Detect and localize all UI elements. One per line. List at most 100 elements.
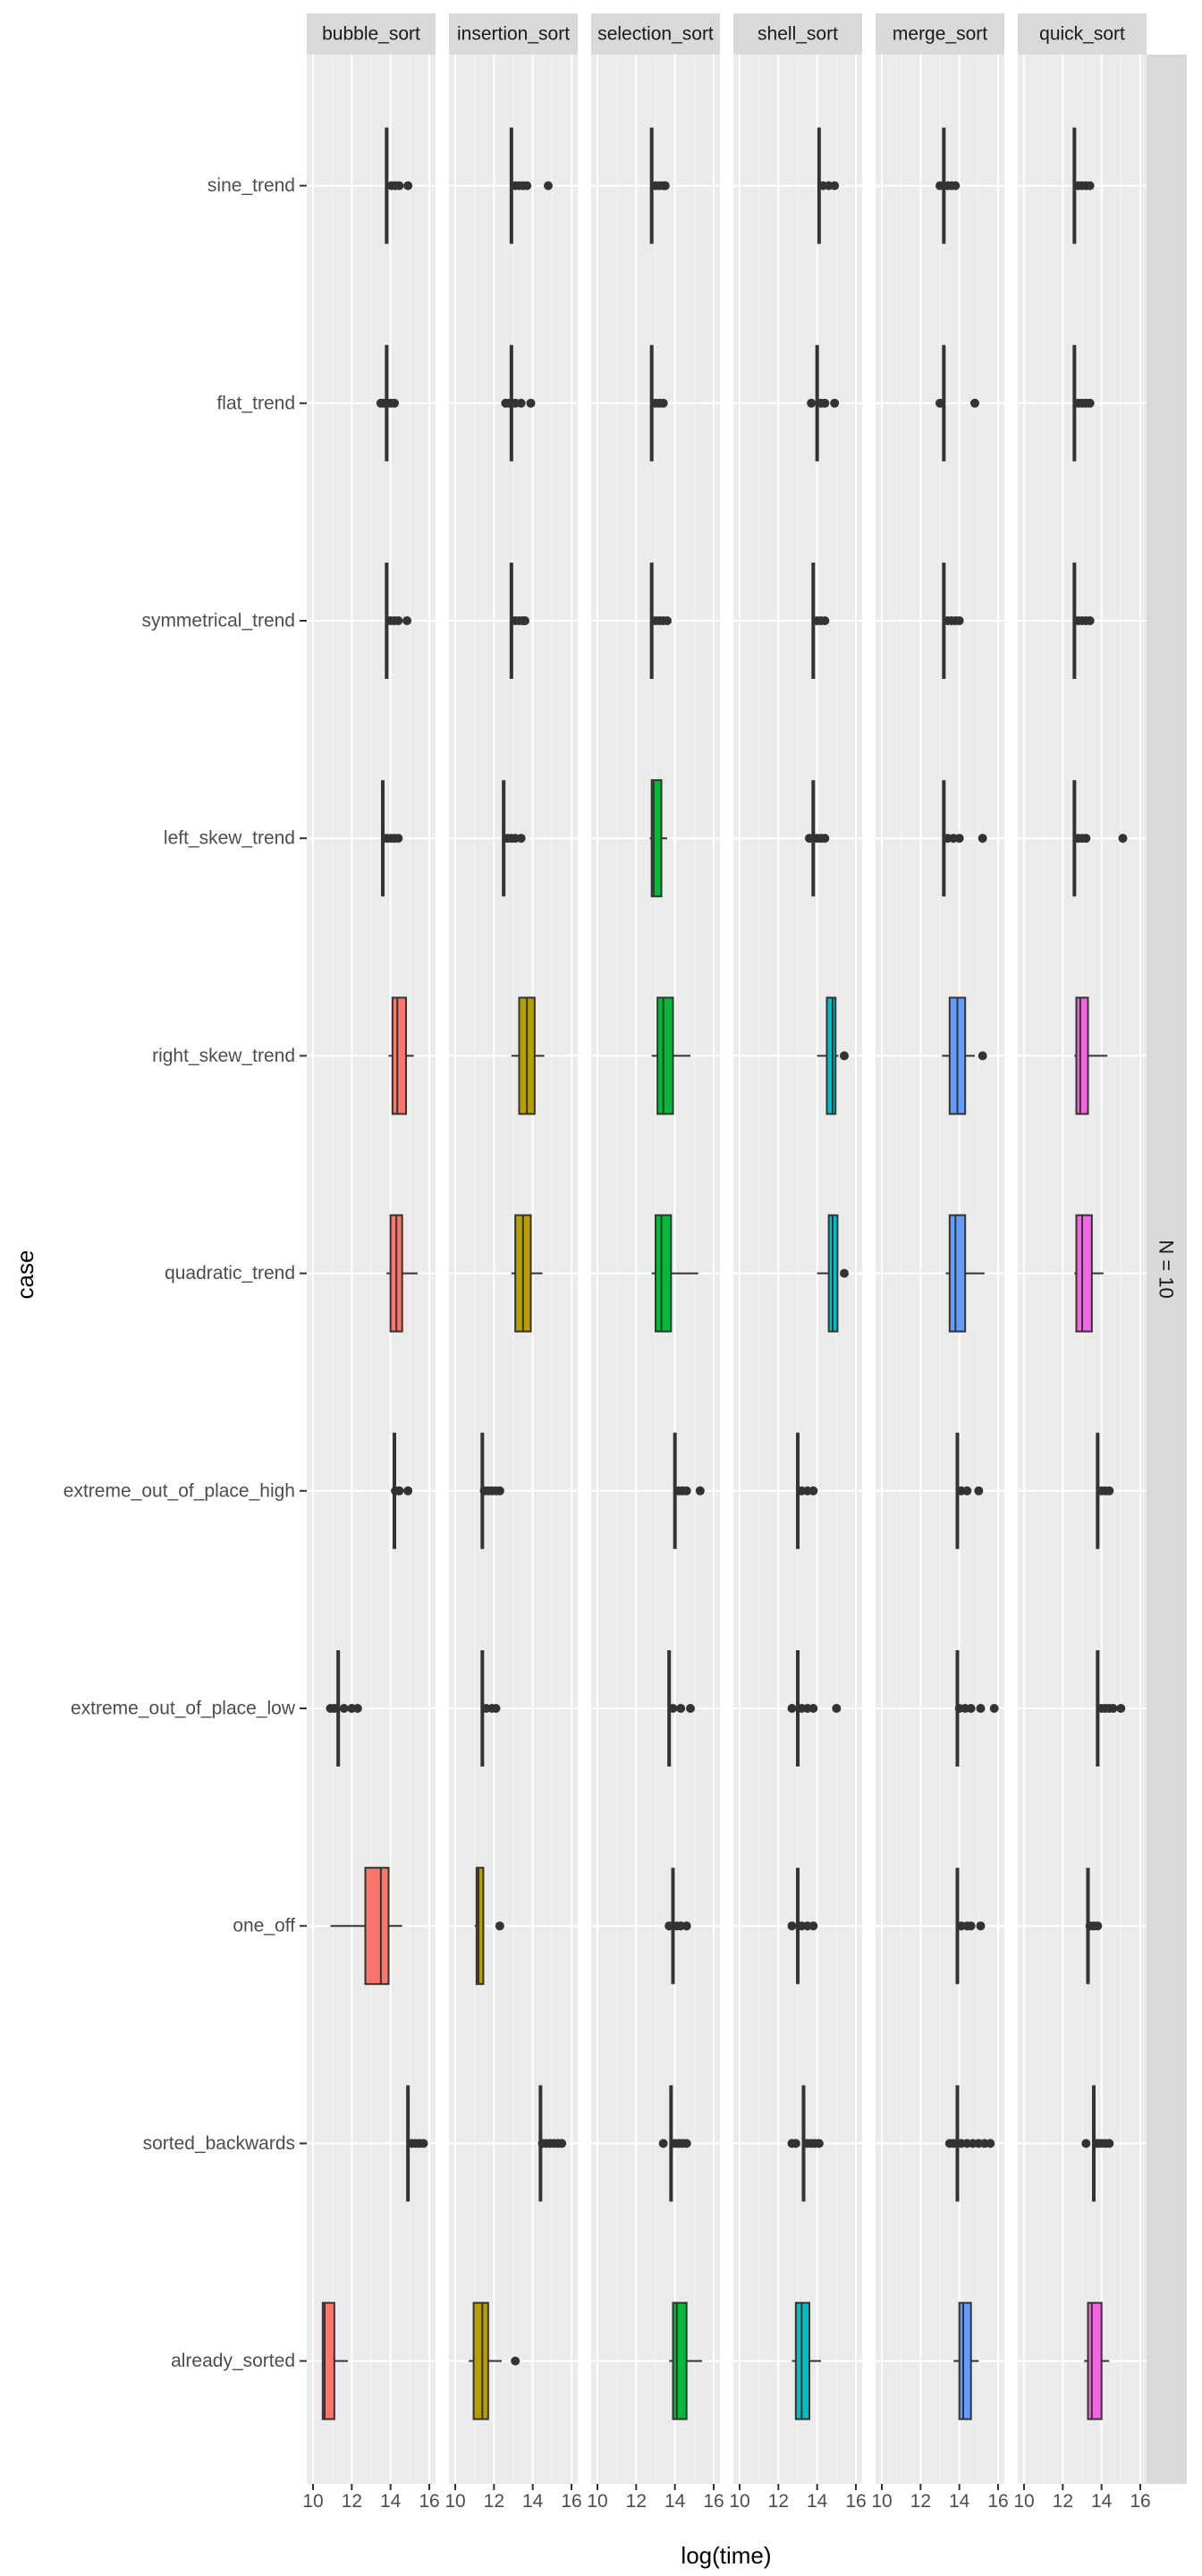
panel-shell-sort: shell_sort <box>733 13 862 2484</box>
box-merge-sort-one-off <box>955 1868 986 1985</box>
box-bubble-sort-extreme-out-of-place-high <box>391 1432 413 1549</box>
facet-row-strip: N = 10 <box>1147 55 1187 2484</box>
y-tick-label-flat-trend: flat_trend <box>216 393 295 413</box>
box-bubble-sort-extreme-out-of-place-low <box>326 1650 362 1767</box>
box-quick-sort-right-skew-trend <box>1074 996 1108 1115</box>
outlier-point <box>1105 2139 1114 2148</box>
x-tick-label: 12 <box>342 2491 362 2512</box>
outlier-point <box>1081 834 1091 843</box>
box-selection-sort-right-skew-trend <box>651 996 690 1115</box>
outlier-point <box>681 2139 691 2148</box>
x-tick-label: 16 <box>1130 2491 1150 2512</box>
box-body <box>794 2301 810 2420</box>
outlier-point <box>339 1704 349 1713</box>
outlier-point <box>962 1486 972 1496</box>
outlier-point <box>403 181 413 191</box>
box-quick-sort-extreme-out-of-place-low <box>1096 1650 1126 1767</box>
outlier-point <box>976 1704 986 1713</box>
outlier-point <box>394 616 403 625</box>
box-bubble-sort-already-sorted <box>321 2301 348 2420</box>
outlier-point <box>663 616 672 625</box>
strip-label-bubble-sort: bubble_sort <box>322 24 420 45</box>
x-tick-label: 16 <box>419 2491 439 2512</box>
box-shell-sort-extreme-out-of-place-low <box>787 1650 842 1767</box>
box-body <box>650 779 663 898</box>
outlier-point <box>329 1704 339 1713</box>
box-merge-sort-already-sorted <box>953 2301 979 2420</box>
outlier-point <box>521 616 529 625</box>
outlier-point <box>791 2139 800 2148</box>
box-quick-sort-sine-trend <box>1072 127 1095 244</box>
panel-insertion-sort: insertion_sort <box>449 13 578 2484</box>
x-tick-label: 14 <box>1091 2491 1113 2512</box>
outlier-point <box>808 1704 818 1713</box>
box-body <box>655 1214 673 1333</box>
box-bubble-sort-sine-trend <box>385 127 413 244</box>
x-tick-label: 16 <box>987 2491 1008 2512</box>
box-bubble-sort-quadratic-trend <box>386 1214 418 1333</box>
outlier-point <box>830 398 840 408</box>
outlier-point <box>660 181 670 191</box>
outlier-point <box>402 616 412 625</box>
box-selection-sort-quadratic-trend <box>651 1214 698 1333</box>
box-insertion-sort-right-skew-trend <box>511 996 545 1115</box>
box-insertion-sort-one-off <box>474 1867 504 1986</box>
outlier-point <box>840 1268 849 1278</box>
outlier-point <box>954 834 964 843</box>
strip-quick-sort <box>1018 13 1147 55</box>
x-tick-label: 10 <box>302 2491 323 2512</box>
box-shell-sort-one-off <box>787 1868 818 1985</box>
panels-layer: bubble_sort insertion_sort selection_sort s… <box>307 13 1147 2484</box>
box-merge-sort-flat-trend <box>935 344 979 462</box>
outlier-point <box>511 2356 521 2366</box>
outlier-point <box>1105 1486 1114 1496</box>
x-tick-label: 12 <box>768 2491 789 2512</box>
outlier-point <box>805 834 814 843</box>
box-selection-sort-one-off <box>664 1868 691 1985</box>
box-quick-sort-sorted-backwards <box>1081 2085 1114 2202</box>
box-body <box>672 2301 688 2420</box>
y-tick-label-extreme-out-of-place-low: extreme_out_of_place_low <box>71 1699 296 1719</box>
box-shell-sort-flat-trend <box>807 344 840 462</box>
box-selection-sort-extreme-out-of-place-low <box>667 1650 695 1767</box>
outlier-point <box>832 1704 842 1713</box>
x-tick-label: 10 <box>729 2491 749 2512</box>
outlier-point <box>1085 616 1095 625</box>
box-insertion-sort-sine-trend <box>509 127 553 244</box>
box-insertion-sort-flat-trend <box>501 344 536 462</box>
outlier-point <box>1118 834 1128 843</box>
outlier-point <box>978 1051 987 1061</box>
x-tick-label: 10 <box>587 2491 607 2512</box>
x-tick-label: 12 <box>910 2491 931 2512</box>
outlier-point <box>676 1704 686 1713</box>
box-selection-sort-sorted-backwards <box>658 2085 691 2202</box>
outlier-point <box>986 2139 995 2148</box>
outlier-point <box>394 181 404 191</box>
box-body <box>321 2301 335 2420</box>
box-insertion-sort-sorted-backwards <box>538 2085 567 2202</box>
box-shell-sort-right-skew-trend <box>817 996 849 1115</box>
box-quick-sort-already-sorted <box>1084 2301 1110 2420</box>
outlier-point <box>976 1921 986 1931</box>
y-tick-label-sine-trend: sine_trend <box>207 175 295 196</box>
outlier-point <box>1085 181 1095 191</box>
box-body <box>958 2301 972 2420</box>
box-merge-sort-left-skew-trend <box>942 780 987 897</box>
x-tick-label: 10 <box>444 2491 465 2512</box>
outlier-point <box>403 1486 413 1496</box>
box-shell-sort-left-skew-trend <box>805 780 830 897</box>
box-body <box>825 996 837 1115</box>
outlier-point <box>807 398 817 408</box>
y-axis-title: case <box>12 1250 38 1300</box>
outlier-point <box>787 1921 797 1931</box>
y-tick-label-symmetrical-trend: symmetrical_trend <box>141 611 295 631</box>
outlier-point <box>949 2139 959 2148</box>
box-bubble-sort-flat-trend <box>376 344 399 462</box>
box-body <box>472 2301 489 2420</box>
outlier-point <box>390 398 399 408</box>
x-tick-label: 14 <box>522 2491 544 2512</box>
outlier-point <box>379 398 389 408</box>
outlier-point <box>808 1921 818 1931</box>
box-quick-sort-symmetrical-trend <box>1072 563 1095 679</box>
